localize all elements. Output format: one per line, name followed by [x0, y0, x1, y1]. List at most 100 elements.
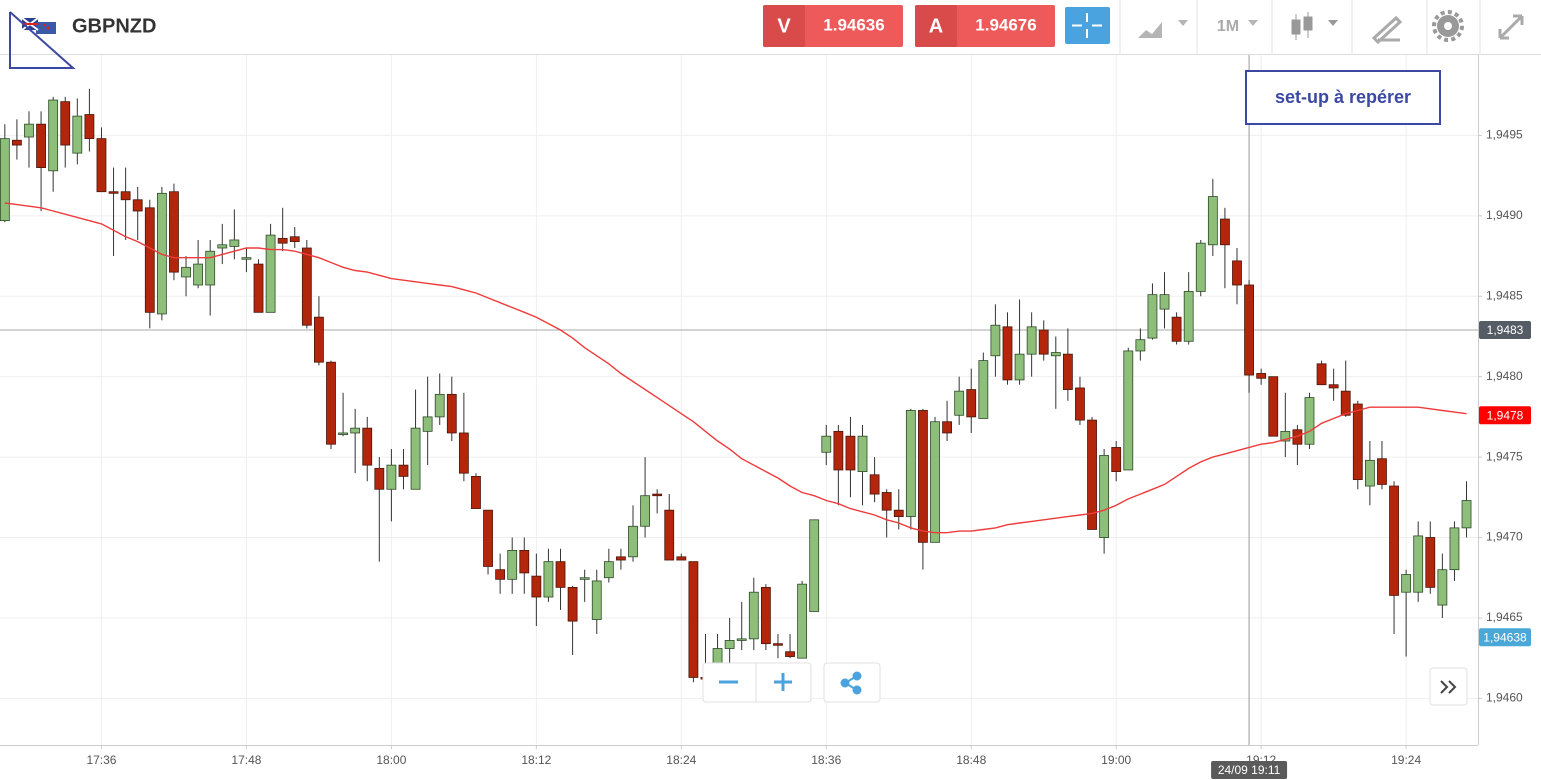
- candle-body: [132, 199, 143, 212]
- candle-body: [893, 509, 904, 518]
- draw-tool-button[interactable]: [1371, 15, 1403, 45]
- x-tick-label: 18:24: [666, 753, 696, 767]
- candle-style-button[interactable]: [1291, 12, 1338, 40]
- candle-body: [1123, 350, 1134, 471]
- candle-body: [821, 435, 832, 453]
- candle-body: [205, 250, 216, 286]
- y-tick-label: 1,9475: [1486, 449, 1523, 463]
- candle-body: [616, 556, 626, 561]
- candle-body: [84, 114, 95, 140]
- y-tick-label: 1,9470: [1486, 530, 1523, 544]
- drawn-triangle: [9, 11, 76, 69]
- x-tick-label: 18:00: [376, 753, 406, 767]
- x-tick-label: 19:24: [1391, 753, 1421, 767]
- candle-body: [1195, 242, 1206, 292]
- share-button[interactable]: [840, 671, 862, 695]
- candle-body: [507, 549, 518, 580]
- candle-body: [1207, 196, 1218, 246]
- candle-body: [398, 464, 409, 477]
- candle-body: [531, 575, 542, 598]
- candle-body: [229, 239, 240, 247]
- timeframe-button[interactable]: 1M: [1217, 18, 1258, 35]
- price-badge-label: 1,94638: [1483, 630, 1527, 644]
- candle-body: [72, 115, 83, 154]
- candle-body: [277, 237, 288, 244]
- candle-body: [567, 586, 578, 622]
- buy-button[interactable]: A 1.94676: [915, 5, 1055, 47]
- candle-body: [326, 361, 336, 445]
- candle-body: [881, 492, 892, 511]
- candle-body: [338, 432, 348, 435]
- x-tick-label: 19:00: [1101, 753, 1131, 767]
- sell-price: 1.94636: [823, 15, 884, 34]
- x-tick-label: 17:48: [231, 753, 261, 767]
- y-tick-label: 1,9490: [1486, 208, 1523, 222]
- y-tick-label: 1,9495: [1486, 128, 1523, 142]
- annotation-box: [1245, 70, 1441, 125]
- fullscreen-button[interactable]: [1498, 14, 1524, 40]
- candle-body: [96, 138, 107, 193]
- candle-body: [785, 651, 795, 657]
- buy-letter: A: [929, 15, 943, 37]
- candle-body: [942, 421, 952, 434]
- price-badge: [1479, 406, 1531, 425]
- chart-type-button[interactable]: [1138, 20, 1188, 38]
- candle-body: [1232, 260, 1242, 286]
- candle-body: [193, 263, 204, 286]
- crosshair-badge: [1211, 761, 1288, 779]
- candle-body: [1002, 326, 1013, 381]
- timeframe: 1M: [1217, 18, 1239, 35]
- scroll-right-button[interactable]: [1440, 680, 1457, 694]
- candle-body: [845, 435, 856, 471]
- sell-button[interactable]: V 1.94636: [763, 5, 903, 47]
- candle-body: [36, 123, 46, 168]
- candle-body: [603, 561, 614, 579]
- y-tick-label: 1,9480: [1486, 369, 1523, 383]
- candle-body: [978, 360, 989, 419]
- candle-body: [362, 427, 373, 466]
- candle-body: [289, 236, 300, 242]
- x-tick-label: 17:36: [86, 753, 116, 767]
- candle-body: [253, 263, 264, 313]
- candle-body: [0, 138, 10, 222]
- candle-body: [954, 390, 965, 416]
- price-badge: [1479, 628, 1531, 647]
- candle-body: [1220, 218, 1230, 246]
- candle-body: [1364, 459, 1375, 487]
- candle-body: [1413, 535, 1424, 593]
- candle-body: [966, 389, 977, 418]
- candle-body: [688, 561, 699, 678]
- candle-body: [1159, 294, 1170, 310]
- candle-body: [1268, 376, 1279, 437]
- candle-body: [1425, 537, 1436, 588]
- candle-body: [108, 191, 119, 194]
- buy-price: 1.94676: [975, 15, 1036, 34]
- candle-body: [869, 474, 880, 495]
- candle-body: [1377, 458, 1387, 485]
- candle-body: [591, 580, 602, 620]
- candle-body: [60, 101, 71, 146]
- price-badge-label: 1,9483: [1487, 323, 1524, 337]
- candle-body: [422, 416, 433, 432]
- price-badge: [1479, 321, 1531, 340]
- x-tick-label: 18:12: [521, 753, 551, 767]
- candle-body: [495, 569, 506, 580]
- candle-body: [265, 234, 276, 313]
- candle-body: [628, 525, 638, 558]
- candle-body: [579, 577, 590, 580]
- candle-body: [1401, 574, 1412, 593]
- crosshair-button[interactable]: [1065, 7, 1110, 44]
- price-badge-label: 1,9478: [1487, 408, 1524, 422]
- y-tick-label: 1,9460: [1486, 691, 1523, 705]
- candle-body: [12, 139, 22, 146]
- plot: 1,9460 1,9465 1,9470 1,9475 1,9480 1,9485 1,94…: [0, 55, 1531, 779]
- zoom-in-button[interactable]: [774, 673, 792, 691]
- candle-body: [990, 324, 1001, 357]
- candle-body: [374, 467, 385, 490]
- settings-button[interactable]: [1432, 10, 1464, 42]
- candle-body: [1328, 384, 1339, 389]
- candle-body: [555, 561, 566, 588]
- candle-body: [471, 475, 481, 509]
